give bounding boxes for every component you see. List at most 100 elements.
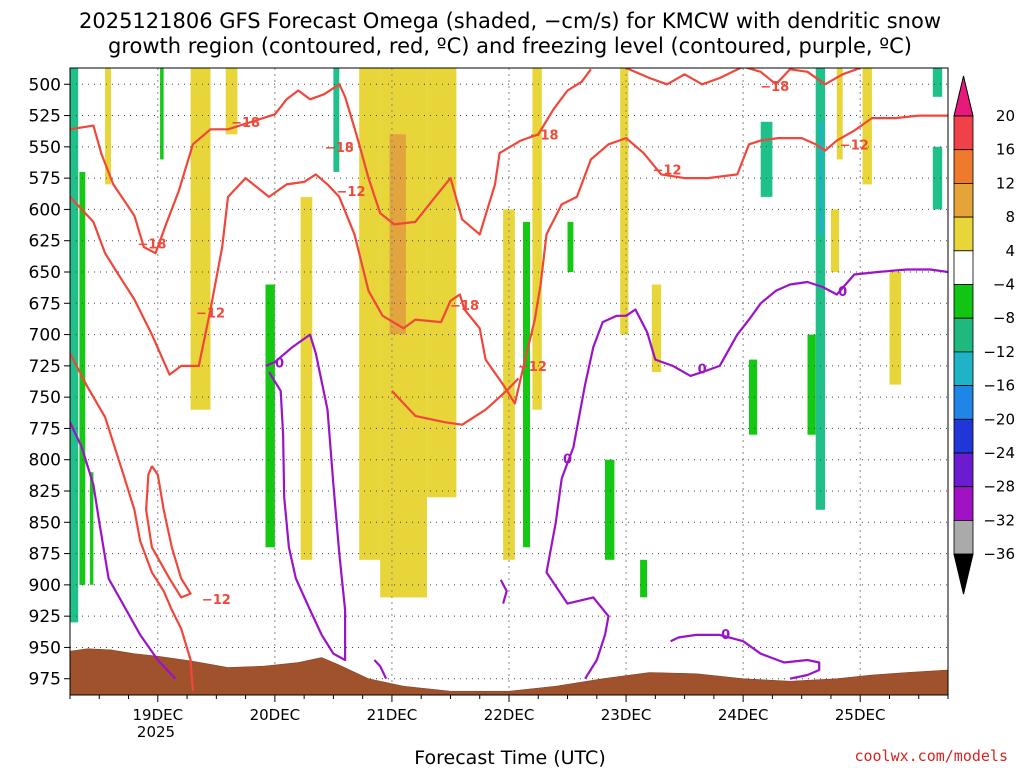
freezing-contour: [499, 579, 508, 604]
x-axis-label: Forecast Time (UTC): [414, 747, 605, 768]
omega-cell: [359, 68, 381, 560]
omega-cell: [300, 196, 313, 560]
omega-cell: [932, 68, 943, 97]
chart-title-line-2: growth region (contoured, red, ºC) and f…: [108, 34, 912, 58]
omega-cell: [807, 334, 816, 435]
omega-cell: [160, 68, 164, 160]
colorbar: 20 16 12 8 4 −4 −8 −12 −16 −20 −24 −28 −32 −36: [953, 75, 1015, 595]
omega-cell: [89, 472, 94, 585]
y-axis: 500 525 550 575 600 625 650 675 700 725 750 775 800 8…: [29, 75, 70, 690]
colorbar-tick-label: −36: [983, 545, 1015, 563]
colorbar-tick-label: 4: [1005, 242, 1015, 260]
colorbar-tick-label: −28: [983, 478, 1015, 496]
colorbar-tick-label: −16: [983, 377, 1015, 395]
terrain-layer: [70, 648, 948, 695]
colorbar-bottom-triangle: [953, 553, 974, 595]
colorbar-segment: [953, 418, 974, 454]
y-tick-label: 825: [29, 482, 61, 502]
omega-cell: [567, 221, 574, 272]
freezing-contour-label: 0: [698, 363, 707, 378]
freezing-contour-label: 0: [838, 285, 847, 300]
y-tick-label: 850: [29, 513, 61, 533]
colorbar-segment: [953, 216, 974, 252]
freezing-contour-label: 0: [721, 628, 730, 643]
colorbar-segment: [953, 149, 974, 184]
dgz-contour-label: −18: [530, 129, 559, 144]
colorbar-segment: [953, 250, 974, 285]
terrain-surface: [70, 648, 948, 695]
y-tick-label: 650: [29, 263, 61, 283]
y-tick-label: 575: [29, 169, 61, 189]
y-tick-label: 500: [29, 75, 61, 95]
omega-cell: [862, 68, 872, 185]
x-tick-label: 21DEC: [367, 706, 418, 724]
colorbar-segment: [953, 351, 974, 386]
freezing-contour-label: 0: [563, 453, 572, 468]
omega-cell: [640, 559, 648, 598]
y-tick-label: 775: [29, 419, 61, 439]
dgz-contour-label: −12: [337, 185, 366, 200]
y-tick-label: 950: [29, 638, 61, 658]
omega-cell: [932, 146, 943, 210]
freezing-contour: [560, 268, 948, 479]
freezing-contour: [670, 633, 821, 680]
dgz-contour: [70, 114, 948, 405]
dgz-contour: [70, 68, 592, 255]
x-tick-label: 24DEC: [718, 706, 769, 724]
x-tick-label: 20DEC: [250, 706, 301, 724]
omega-cell: [760, 121, 773, 197]
omega-cell: [265, 284, 275, 548]
dgz-contour: [625, 68, 861, 86]
omega-cell: [70, 68, 79, 623]
y-tick-label: 725: [29, 357, 61, 377]
omega-cell: [532, 68, 542, 410]
colorbar-tick-label: −8: [993, 309, 1015, 327]
y-tick-label: 550: [29, 138, 61, 158]
dgz-contour-label: −18: [325, 141, 354, 156]
freezing-contour: [70, 421, 177, 680]
omega-cell: [749, 359, 758, 435]
omega-cell: [190, 68, 211, 410]
colorbar-tick-label: −32: [983, 511, 1015, 529]
dgz-contour-label: −18: [760, 80, 789, 95]
colorbar-tick-label: −4: [993, 276, 1015, 294]
credit-text: coolwx.com/models: [854, 747, 1008, 765]
freezing-contour: [373, 659, 388, 680]
dgz-contour-label: −12: [653, 164, 682, 179]
dgz-contour-label: −12: [840, 139, 869, 154]
colorbar-tick-label: −12: [983, 343, 1015, 361]
omega-cell: [836, 68, 843, 160]
x-axis: 19DEC 20DEC 21DEC 22DEC 23DEC 24DEC 25DEC: [69, 695, 949, 724]
dgz-contour-label: −18: [231, 116, 260, 131]
dgz-contour-label: −12: [202, 593, 231, 608]
omega-cell: [523, 221, 530, 548]
freezing-contour-label: 0: [275, 356, 284, 371]
y-tick-label: 700: [29, 326, 61, 346]
dendritic-growth-contours: −18−18−18−18−18−18−12−12−12−12−12−12: [70, 68, 948, 692]
omega-shading-layer: [70, 68, 943, 623]
omega-cell: [651, 284, 662, 373]
y-tick-label: 625: [29, 232, 61, 252]
colorbar-tick-label: −20: [983, 410, 1015, 428]
x-tick-year: 2025: [137, 723, 175, 741]
x-tick-label: 25DEC: [835, 706, 886, 724]
colorbar-segment: [953, 486, 974, 521]
omega-cell: [620, 68, 629, 335]
dgz-contour: [391, 377, 520, 426]
colorbar-tick-label: 20: [996, 107, 1015, 125]
colorbar-tick-label: 16: [996, 141, 1015, 159]
x-tick-label: 19DEC: [133, 706, 184, 724]
y-tick-label: 925: [29, 607, 61, 627]
colorbar-segment: [953, 385, 974, 420]
dgz-contour: [70, 352, 194, 692]
omega-cell: [333, 68, 340, 172]
y-tick-label: 900: [29, 576, 61, 596]
colorbar-segment: [953, 452, 974, 488]
colorbar-tick-label: 12: [996, 174, 1015, 192]
dgz-contour-label: −12: [196, 306, 225, 321]
x-tick-label: 22DEC: [484, 706, 535, 724]
colorbar-tick-label: 8: [1005, 208, 1015, 226]
omega-cell: [889, 272, 902, 385]
y-tick-label: 675: [29, 294, 61, 314]
